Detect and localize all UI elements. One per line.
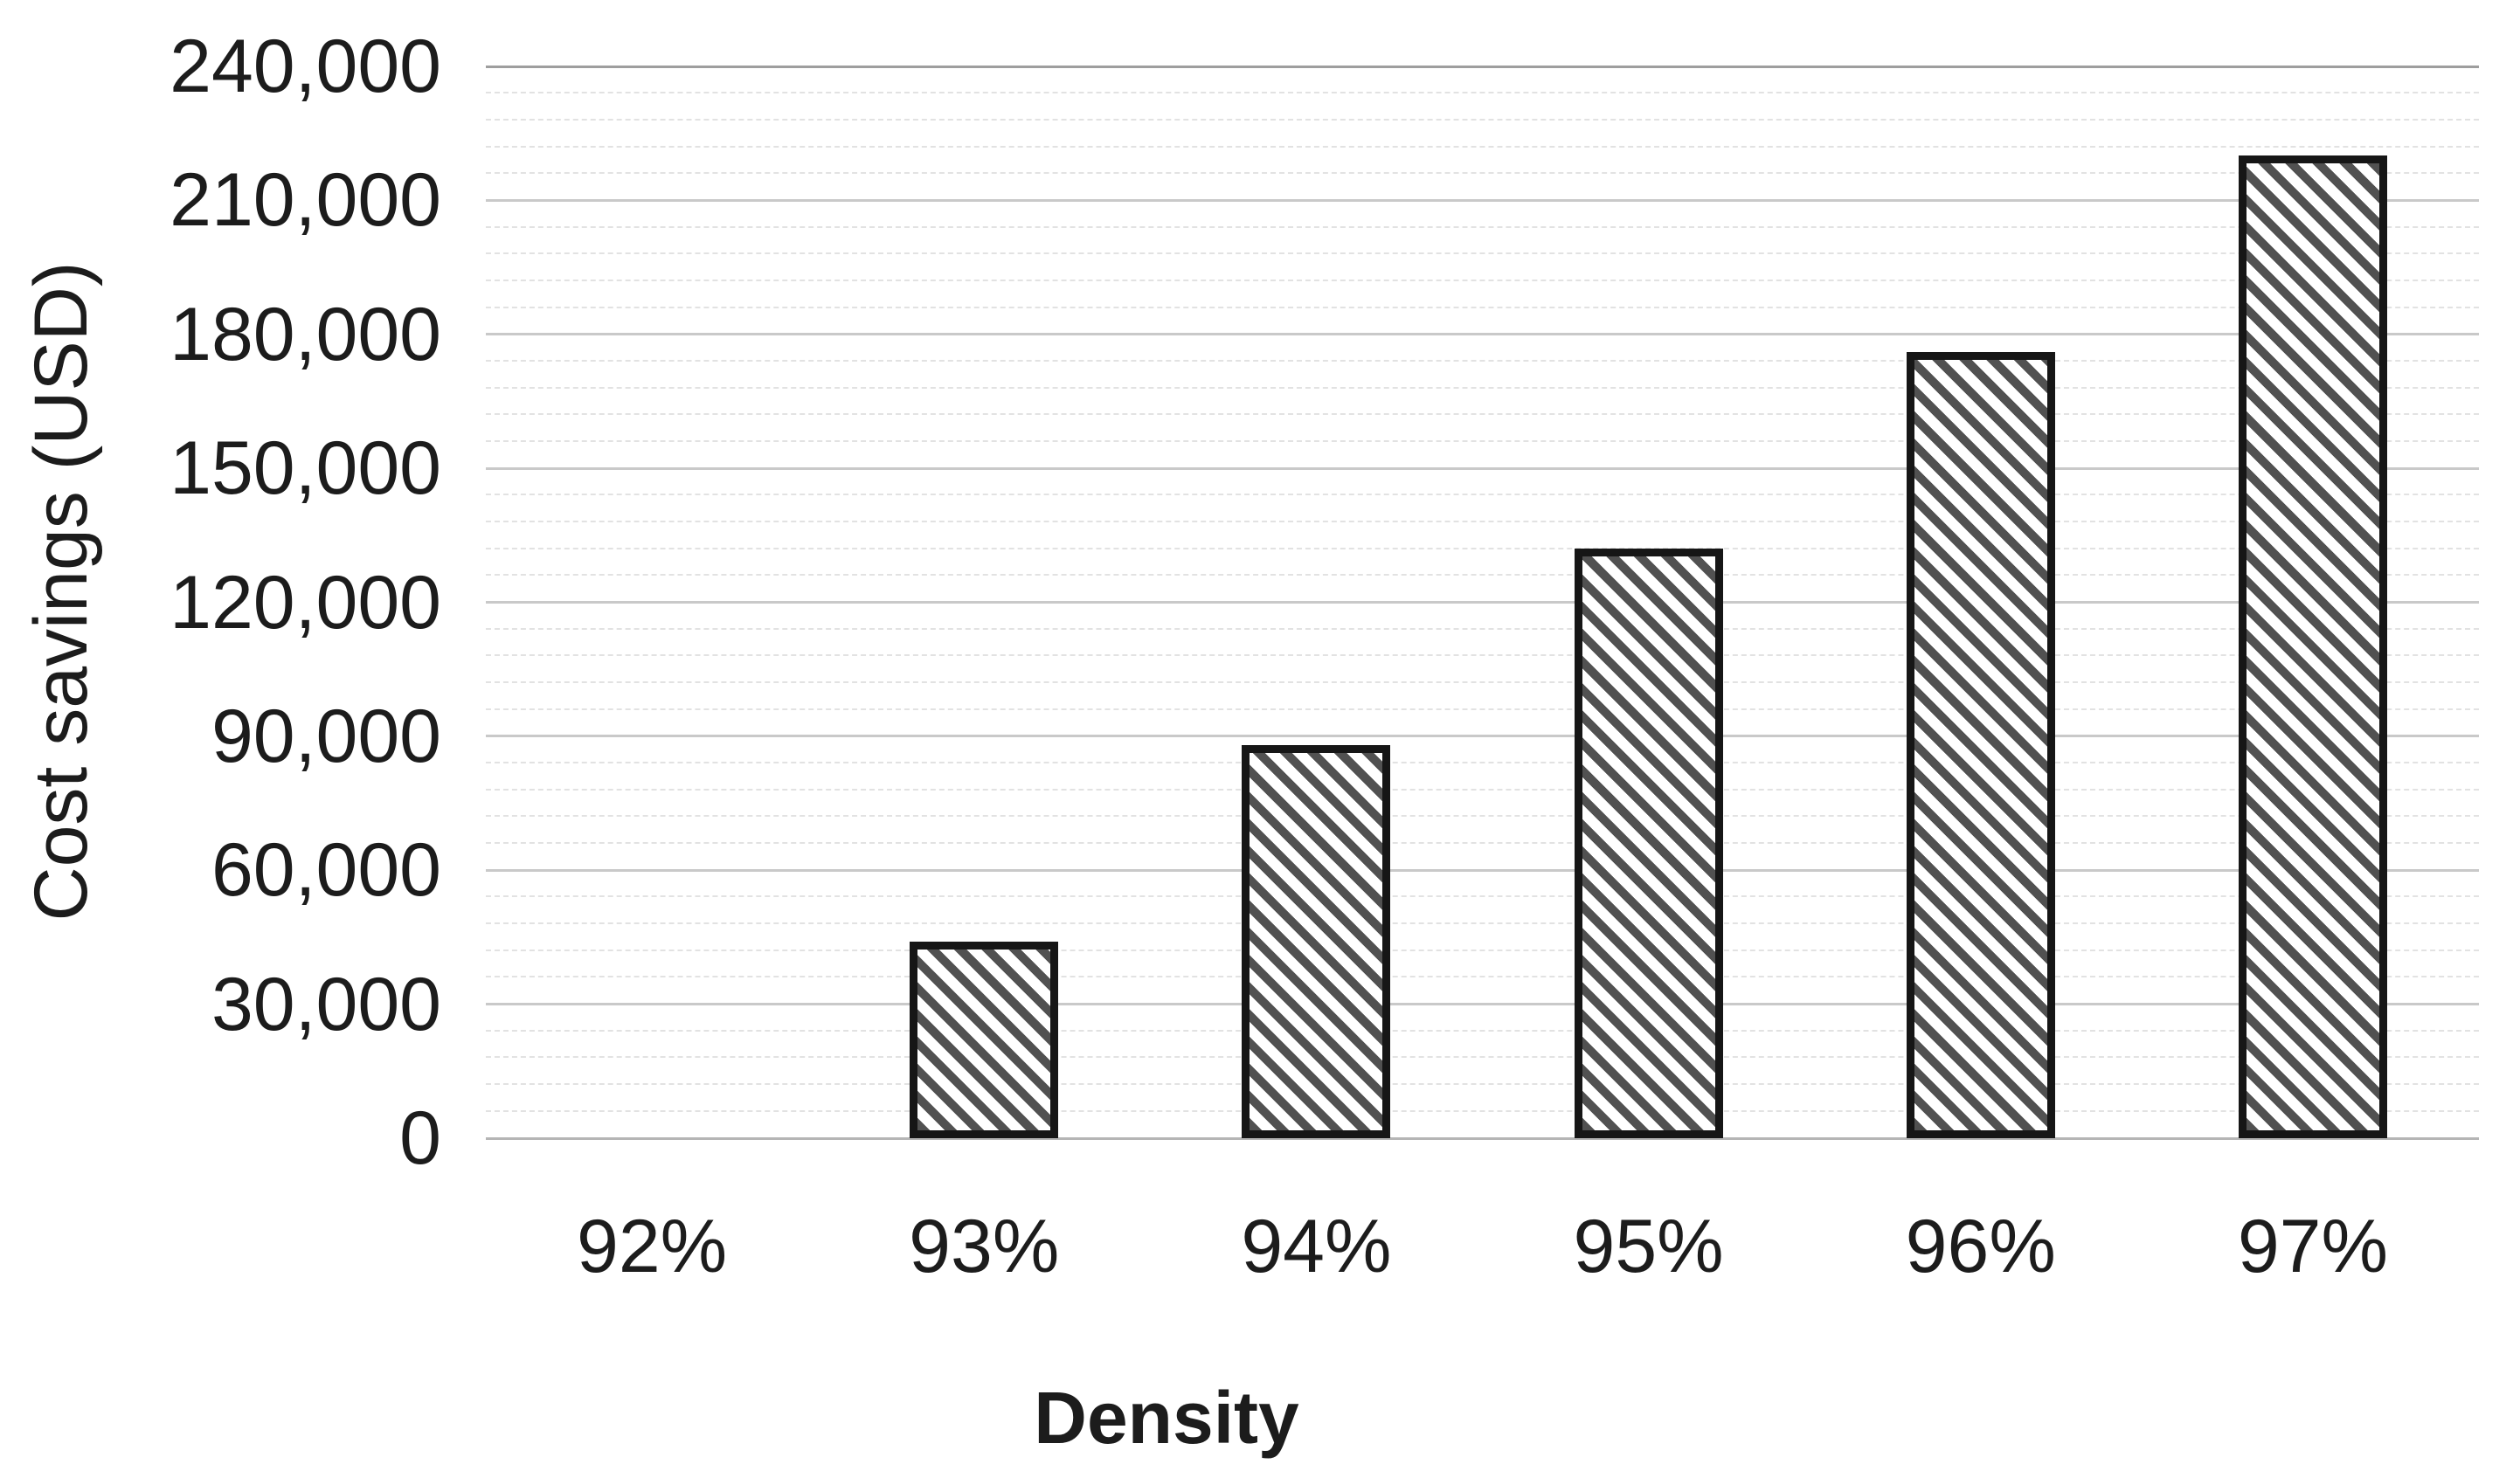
bar-96% [1906,352,2055,1138]
gridline-major [486,1136,2479,1140]
gridline-minor [486,1056,2479,1059]
x-tick-label-95%: 95% [1573,1205,1724,1288]
x-tick-label-94%: 94% [1241,1205,1392,1288]
gridline-major [486,333,2479,336]
gridline-major [486,1003,2479,1006]
gridline-minor [486,92,2479,94]
x-axis-title: Density [1034,1377,1299,1459]
gridline-minor [486,386,2479,389]
gridline-minor [486,815,2479,818]
y-tick-label-210000: 210,000 [170,158,441,243]
gridline-major [486,868,2479,872]
gridline-minor [486,788,2479,791]
gridline-minor [486,547,2479,549]
gridline-major [486,735,2479,738]
gridline-minor [486,279,2479,281]
gridline-minor [486,520,2479,522]
gridline-major [486,601,2479,604]
gridline-minor [486,949,2479,951]
y-tick-label-0: 0 [399,1096,441,1180]
y-tick-label-150000: 150,000 [170,426,441,511]
x-tick-label-97%: 97% [2237,1205,2388,1288]
gridline-minor [486,1083,2479,1086]
gridline-minor [486,922,2479,925]
y-tick-label-240000: 240,000 [170,24,441,108]
gridline-minor [486,413,2479,416]
gridline-major [486,466,2479,470]
gridline-minor [486,252,2479,255]
y-tick-label-120000: 120,000 [170,560,441,645]
gridline-minor [486,708,2479,710]
gridline-minor [486,895,2479,898]
y-tick-label-30000: 30,000 [211,962,441,1046]
gridline-major [486,65,2479,68]
x-tick-label-96%: 96% [1905,1205,2056,1288]
gridline-minor [486,439,2479,442]
y-tick-label-60000: 60,000 [211,828,441,913]
gridline-minor [486,225,2479,228]
gridline-minor [486,574,2479,577]
bar-93% [910,942,1059,1138]
bar-94% [1242,745,1391,1138]
bar-95% [1574,549,1723,1138]
bar-97% [2238,155,2387,1138]
gridline-minor [486,654,2479,657]
gridline-minor [486,681,2479,684]
gridline-minor [486,976,2479,978]
gridline-major [486,198,2479,202]
gridline-minor [486,172,2479,175]
gridline-minor [486,762,2479,764]
gridline-minor [486,306,2479,308]
gridline-minor [486,145,2479,148]
gridline-minor [486,118,2479,121]
gridline-minor [486,627,2479,630]
x-tick-label-93%: 93% [909,1205,1060,1288]
y-tick-label-90000: 90,000 [211,694,441,778]
gridline-minor [486,1029,2479,1032]
x-tick-label-92%: 92% [577,1205,728,1288]
gridline-minor [486,359,2479,362]
plot-area [486,65,2479,1140]
gridline-minor [486,842,2479,845]
gridline-minor [486,1109,2479,1112]
y-tick-label-180000: 180,000 [170,292,441,376]
gridline-minor [486,494,2479,496]
